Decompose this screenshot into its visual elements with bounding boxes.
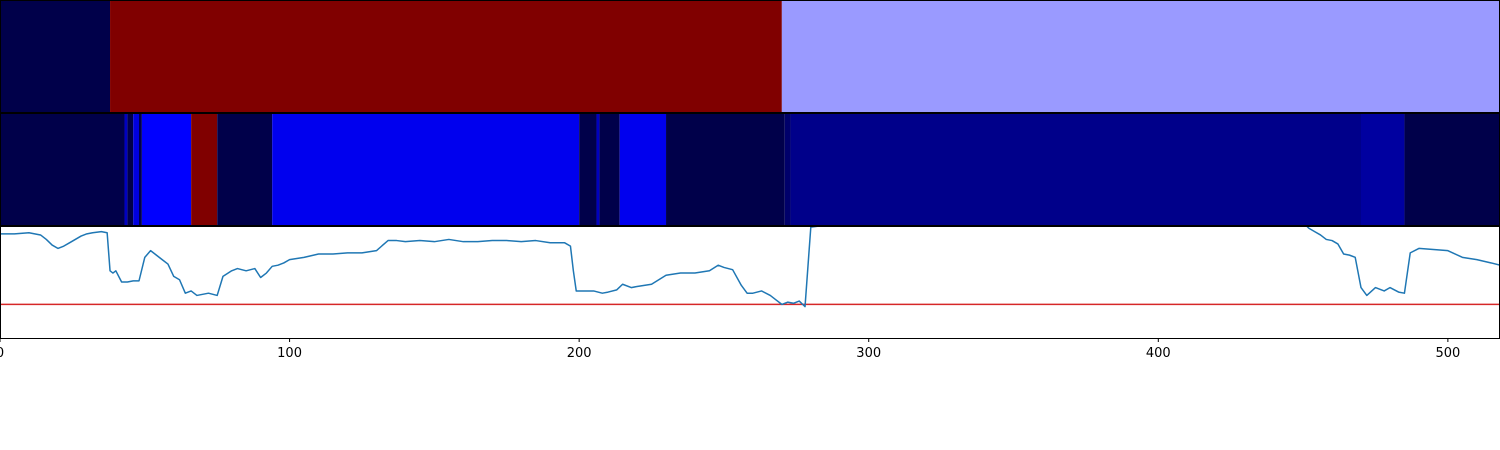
bar-2-segment-11 <box>596 113 600 225</box>
x-tick-label-300: 300 <box>856 346 881 361</box>
segment-bar-1 <box>0 0 1500 112</box>
bar-2-segment-15 <box>784 113 791 225</box>
bar-2-segment-13 <box>619 113 667 225</box>
bar-2-segment-16 <box>790 113 1362 225</box>
x-tick-label-0: 0 <box>0 346 4 361</box>
bar-2-segment-12 <box>599 113 620 225</box>
panel-frame-3 <box>0 226 1500 339</box>
bar-1-segment-1 <box>0 0 111 112</box>
bar-1-segment-3 <box>781 0 1500 112</box>
bar-2-segment-7 <box>191 113 218 225</box>
bar-2-segment-14 <box>666 113 785 225</box>
bar-2-segment-2 <box>124 113 128 225</box>
bar-2-segment-6 <box>141 113 192 225</box>
x-tick-label-100: 100 <box>277 346 302 361</box>
x-tick-label-500: 500 <box>1435 346 1460 361</box>
bar-1-segment-2 <box>110 0 782 112</box>
bar-2-segment-10 <box>579 113 597 225</box>
bar-2-segment-8 <box>217 113 273 225</box>
x-tick-label-400: 400 <box>1146 346 1171 361</box>
segment-bar-2 <box>0 113 1500 225</box>
series-line-1 <box>0 226 1500 308</box>
bar-2-segment-1 <box>0 113 125 225</box>
bar-2-segment-3 <box>127 113 134 225</box>
bar-2-segment-18 <box>1404 113 1500 225</box>
bar-2-segment-17 <box>1361 113 1405 225</box>
bar-2-segment-9 <box>272 113 580 225</box>
bar-2-segment-4 <box>133 113 139 225</box>
bar-2-segment-5 <box>138 113 142 225</box>
x-tick-label-200: 200 <box>567 346 592 361</box>
